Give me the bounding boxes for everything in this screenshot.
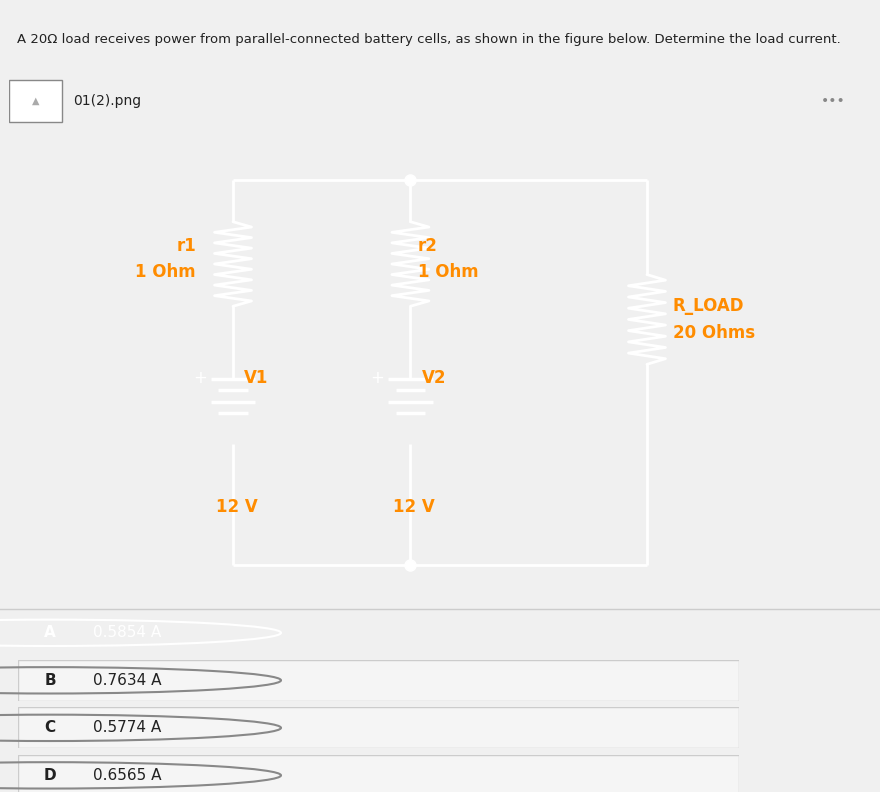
Text: A 20Ω load receives power from parallel-connected battery cells, as shown in the: A 20Ω load receives power from parallel-… [18, 33, 841, 47]
Text: •••: ••• [820, 94, 846, 108]
Text: +: + [370, 368, 384, 386]
Text: 20 Ohms: 20 Ohms [673, 324, 755, 341]
FancyBboxPatch shape [18, 755, 739, 792]
Text: 1 Ohm: 1 Ohm [136, 263, 196, 281]
Text: 1 Ohm: 1 Ohm [418, 263, 479, 281]
FancyBboxPatch shape [9, 80, 62, 122]
Text: D: D [44, 768, 56, 782]
FancyBboxPatch shape [18, 660, 739, 701]
Text: 01(2).png: 01(2).png [74, 94, 142, 108]
Text: 12 V: 12 V [393, 498, 435, 516]
Text: r2: r2 [418, 237, 437, 254]
FancyBboxPatch shape [18, 707, 739, 748]
Text: 0.5854 A: 0.5854 A [93, 626, 162, 640]
Text: ▲: ▲ [32, 96, 40, 106]
Text: B: B [44, 673, 56, 687]
Text: 0.6565 A: 0.6565 A [93, 768, 162, 782]
Text: V1: V1 [244, 368, 268, 386]
Text: A: A [44, 626, 56, 640]
Text: V2: V2 [422, 368, 446, 386]
Text: +: + [193, 368, 207, 386]
Text: 0.7634 A: 0.7634 A [93, 673, 162, 687]
Text: r1: r1 [176, 237, 196, 254]
Text: 12 V: 12 V [216, 498, 258, 516]
Text: C: C [45, 721, 55, 735]
Text: R_LOAD: R_LOAD [673, 297, 744, 315]
Text: 0.5774 A: 0.5774 A [93, 721, 162, 735]
